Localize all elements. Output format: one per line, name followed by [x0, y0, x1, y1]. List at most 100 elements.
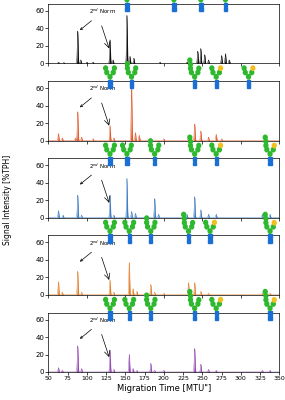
Circle shape — [197, 298, 201, 302]
Circle shape — [105, 70, 109, 75]
Circle shape — [152, 225, 156, 229]
Bar — [108, 316, 112, 320]
Circle shape — [187, 229, 190, 233]
Circle shape — [272, 298, 276, 302]
Circle shape — [188, 135, 192, 140]
Bar — [108, 234, 112, 238]
Text: Signal Intensity [%TPH]: Signal Intensity [%TPH] — [3, 155, 12, 245]
Circle shape — [219, 298, 223, 302]
Circle shape — [150, 148, 153, 152]
Bar — [193, 157, 196, 161]
Circle shape — [189, 143, 192, 148]
Circle shape — [131, 302, 135, 306]
Bar — [108, 162, 112, 166]
Circle shape — [204, 220, 207, 225]
Bar — [247, 84, 250, 88]
Bar — [125, 2, 129, 6]
Circle shape — [129, 143, 133, 148]
Circle shape — [113, 220, 116, 225]
Text: 2$^{nd}$ Norm: 2$^{nd}$ Norm — [80, 316, 116, 338]
Circle shape — [196, 148, 200, 152]
Circle shape — [196, 70, 200, 75]
Circle shape — [105, 302, 109, 306]
Circle shape — [191, 220, 195, 225]
Circle shape — [217, 148, 221, 152]
Circle shape — [197, 66, 201, 70]
Bar — [193, 316, 196, 320]
Bar — [187, 234, 190, 238]
Circle shape — [189, 62, 192, 66]
Circle shape — [193, 306, 197, 310]
Circle shape — [264, 216, 268, 221]
Bar — [125, 157, 129, 161]
Circle shape — [219, 66, 223, 70]
Circle shape — [271, 148, 275, 152]
Circle shape — [108, 229, 112, 233]
Bar — [149, 316, 152, 320]
Bar — [208, 234, 212, 238]
Circle shape — [183, 225, 187, 229]
Circle shape — [264, 139, 268, 144]
Circle shape — [127, 70, 130, 75]
Circle shape — [213, 220, 216, 225]
Bar — [187, 239, 190, 243]
Circle shape — [153, 298, 157, 302]
Circle shape — [264, 143, 268, 148]
Bar — [193, 84, 196, 88]
Bar — [224, 2, 227, 6]
Circle shape — [113, 66, 116, 70]
Circle shape — [133, 70, 137, 75]
Bar — [268, 157, 272, 161]
Bar — [149, 311, 152, 315]
Circle shape — [123, 298, 127, 302]
Circle shape — [108, 75, 112, 79]
Circle shape — [272, 220, 276, 225]
Circle shape — [123, 220, 127, 225]
Circle shape — [263, 212, 267, 217]
Circle shape — [182, 216, 186, 221]
Circle shape — [111, 302, 115, 306]
Circle shape — [214, 75, 218, 79]
Bar — [247, 80, 250, 84]
Circle shape — [149, 306, 153, 310]
Circle shape — [105, 225, 109, 229]
Bar — [193, 80, 196, 84]
Circle shape — [113, 143, 116, 148]
Text: 2$^{nd}$ Norm: 2$^{nd}$ Norm — [80, 161, 116, 184]
Circle shape — [190, 70, 193, 75]
Bar — [108, 80, 112, 84]
Circle shape — [149, 229, 153, 233]
Circle shape — [189, 139, 192, 144]
Bar — [208, 239, 212, 243]
Text: 2$^{nd}$ Norm: 2$^{nd}$ Norm — [80, 7, 116, 30]
Bar — [128, 311, 131, 315]
X-axis label: Migration Time [MTU"]: Migration Time [MTU"] — [117, 384, 211, 393]
Circle shape — [125, 152, 129, 156]
Bar — [108, 311, 112, 315]
Bar — [215, 84, 218, 88]
Circle shape — [190, 302, 193, 306]
Bar — [268, 234, 272, 238]
Bar — [193, 311, 196, 315]
Circle shape — [182, 220, 186, 225]
Bar — [108, 84, 112, 88]
Bar — [108, 157, 112, 161]
Circle shape — [196, 302, 200, 306]
Bar — [149, 239, 152, 243]
Bar — [153, 162, 156, 166]
Circle shape — [210, 143, 214, 148]
Bar — [215, 80, 218, 84]
Circle shape — [265, 302, 269, 306]
Circle shape — [130, 75, 133, 79]
Circle shape — [190, 148, 193, 152]
Circle shape — [188, 58, 192, 62]
Circle shape — [272, 143, 276, 148]
Circle shape — [182, 212, 186, 217]
Circle shape — [121, 143, 125, 148]
Bar — [125, 7, 129, 11]
Bar — [128, 316, 131, 320]
Circle shape — [211, 70, 215, 75]
Circle shape — [219, 143, 223, 148]
Circle shape — [145, 216, 148, 220]
Circle shape — [211, 148, 215, 152]
